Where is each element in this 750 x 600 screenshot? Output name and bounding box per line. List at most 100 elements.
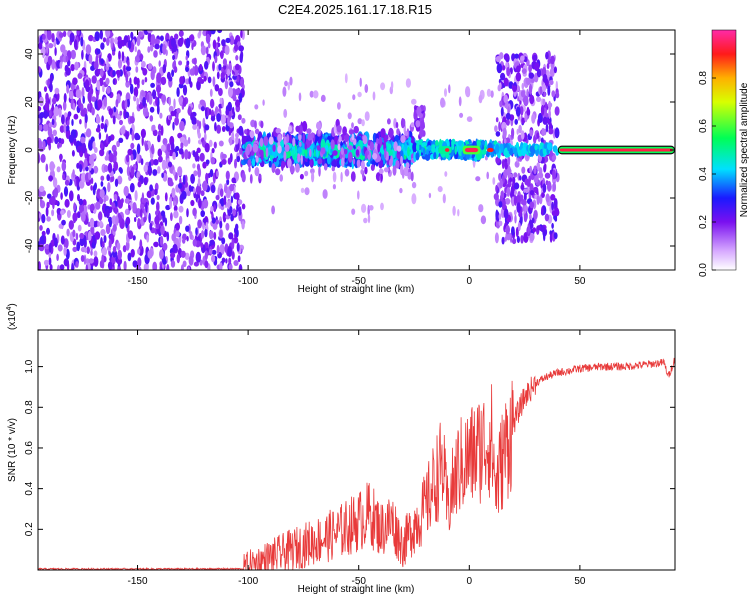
spectrogram-cell [312, 90, 319, 99]
spectrogram-cell [100, 122, 105, 130]
spectrogram-cell [507, 144, 510, 152]
spectrogram-cell [528, 72, 535, 79]
spectrogram-cell [203, 75, 207, 82]
spectrogram-cell [304, 143, 308, 150]
spectrogram-cell [87, 91, 92, 103]
spectrogram-cell [107, 182, 111, 193]
spectrogram-cell [437, 186, 443, 193]
spectrogram-cell [498, 201, 503, 208]
spectrogram-cell [153, 159, 159, 166]
spectrogram-cell [132, 202, 137, 213]
spectrogram-cell [120, 126, 126, 135]
spectrogram-cell [71, 150, 75, 157]
spectrogram-cell [81, 142, 87, 154]
spectrogram-cell [43, 86, 48, 92]
spectrogram-cell [112, 78, 116, 85]
spectrogram-cell [190, 199, 195, 207]
spectrogram-cell [162, 242, 168, 251]
spectrogram-cell [146, 234, 150, 243]
spectrogram-cell [330, 139, 335, 150]
spectrogram-cell [77, 194, 80, 202]
spectrogram-cell [80, 136, 86, 144]
spectrogram-cell [299, 173, 304, 180]
spectrogram-cell [60, 44, 66, 53]
spectrogram-cell [516, 202, 521, 214]
spectrogram-cell [353, 125, 360, 134]
spectrogram-cell [47, 55, 53, 65]
spectrogram-cell [136, 152, 140, 163]
spectrogram-cell [415, 152, 420, 161]
spectrogram-cell [160, 125, 164, 136]
spectrogram-cell [168, 181, 174, 187]
spectrogram-cell [362, 135, 368, 145]
spectrogram-cell [58, 223, 63, 229]
spectrogram-cell [232, 208, 236, 217]
spectrogram-cell [198, 198, 202, 209]
spectrogram-cell [369, 205, 374, 211]
spectrogram-cell [102, 84, 105, 93]
spectrogram-cell [254, 167, 260, 177]
spectrogram-cell [157, 123, 162, 131]
spectrogram-cell [515, 72, 522, 82]
spectrogram-cell [435, 140, 439, 147]
spectrogram-cell [39, 185, 45, 192]
spectrogram-cell [74, 61, 79, 71]
spectrogram-cell [71, 119, 74, 126]
spectrogram-cell [56, 253, 59, 261]
spectrogram-cell [513, 209, 517, 216]
spectrogram-cell [547, 102, 553, 108]
spectrogram-cell [59, 264, 65, 270]
spectrogram-cell [132, 235, 136, 241]
spectrogram-cell [513, 172, 518, 178]
spectrogram-cell [51, 209, 55, 217]
spectrogram-cell [498, 220, 503, 227]
spectrogram-cell [48, 257, 52, 266]
spectrogram-cell [200, 45, 207, 56]
spectrogram-cell [189, 231, 193, 240]
spectrogram-cell [210, 115, 216, 122]
spectrogram-cell [516, 235, 521, 244]
spectrogram-cell [400, 135, 406, 144]
spectrogram-cell [404, 142, 408, 152]
spectrogram-cell [46, 43, 49, 54]
spectrogram-cell [112, 250, 118, 258]
spectrogram-cell [359, 77, 362, 88]
spectrogram-cell [240, 30, 243, 39]
spectrogram-cell [195, 185, 202, 195]
spectrogram-cell [350, 171, 356, 182]
colorbar-tick-label: 0.0 [698, 263, 709, 277]
spectrogram-cell [231, 131, 235, 141]
spectrogram-cell [395, 160, 400, 169]
spectrogram-cell [178, 60, 183, 66]
spectrogram-cell [159, 235, 164, 247]
spectrogram-cell [554, 106, 560, 116]
spectrogram-cell [159, 249, 164, 260]
spectrogram-cell [372, 91, 376, 101]
spectrogram-cell [347, 112, 352, 120]
spectrogram-cell [144, 76, 148, 83]
snr-frame [37, 329, 676, 571]
spectrogram-cell [87, 171, 92, 181]
spectrogram-cell [173, 98, 176, 109]
spectrogram-cell [72, 212, 78, 222]
spectrogram-cell [80, 109, 86, 117]
spectrogram-cell [94, 182, 97, 191]
spectrogram-cell [96, 48, 101, 54]
spectrogram-cell [137, 31, 144, 38]
spectrogram-cell [175, 222, 180, 231]
spectrogram-cell [499, 100, 503, 108]
spectrogram-cell [127, 252, 132, 262]
spectrogram-cell [255, 155, 259, 163]
spectrogram-cell [401, 143, 404, 149]
spectrogram-cell [72, 169, 75, 178]
spectrogram-cell [209, 248, 213, 255]
spectrogram-cell [380, 202, 384, 211]
spectrogram-cell [90, 185, 93, 191]
spectrogram-cell [47, 193, 52, 199]
spectrogram-cell [228, 264, 233, 270]
spectrogram-line [444, 148, 450, 152]
spectrogram-cell [517, 222, 521, 232]
spectrogram-cell [507, 155, 511, 167]
spectrogram-cell [173, 66, 178, 73]
